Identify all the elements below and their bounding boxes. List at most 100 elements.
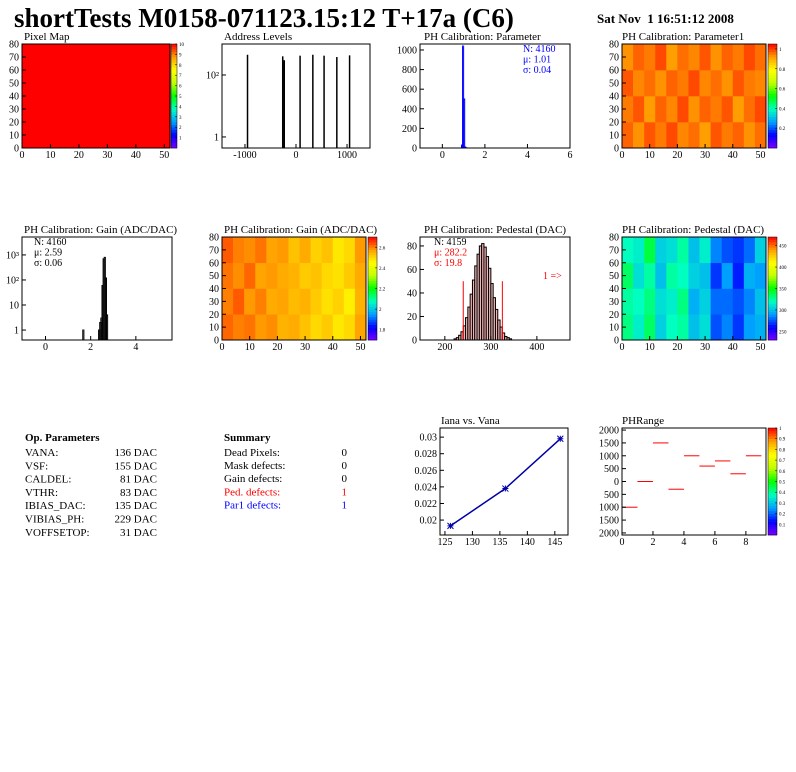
colorbar-strip — [768, 44, 777, 47]
heatmap-cell — [332, 237, 345, 264]
colorbar-label: 0.9 — [779, 438, 786, 443]
heatmap-cell — [332, 262, 345, 289]
colorbar-strip — [768, 444, 777, 448]
plot-area — [222, 237, 366, 340]
y-tick-label: 1000 — [599, 503, 619, 514]
heatmap-cell — [233, 314, 245, 340]
data-point — [556, 435, 564, 443]
heatmap-cell — [644, 314, 656, 340]
heatmap-cell — [655, 70, 667, 97]
y-tick-label: 50 — [209, 271, 219, 282]
colorbar-label: 0.2 — [779, 513, 786, 518]
colorbar-label: 300 — [779, 309, 787, 314]
y-tick-label: 20 — [407, 312, 417, 323]
y-tick-label: 10² — [206, 70, 219, 81]
heatmap-cell — [633, 70, 645, 97]
x-tick-label: 0 — [620, 537, 625, 548]
colorbar-strip — [171, 96, 177, 99]
page-title: shortTests M0158-071123.15:12 T+17a (C6) — [14, 3, 514, 33]
op-parameter-name: VTHR: — [25, 487, 58, 499]
heatmap-cell — [666, 70, 678, 97]
colorbar-label: 450 — [779, 245, 787, 250]
colorbar-strip — [171, 122, 177, 125]
x-tick-label: 1000 — [337, 150, 357, 161]
colorbar-strip — [368, 314, 377, 318]
chart-panel: PH Calibration: Pedestal (DAC)0 10 20 30 40 5… — [609, 224, 787, 353]
x-tick-label: 50 — [755, 342, 765, 353]
colorbar-strip — [768, 473, 777, 477]
colorbar-strip — [768, 106, 777, 110]
colorbar-strip — [768, 327, 777, 330]
x-tick-label: 30 — [300, 342, 310, 353]
colorbar-label: 9 — [179, 53, 182, 58]
colorbar-strip — [768, 460, 777, 464]
heatmap-cell — [710, 314, 722, 340]
heatmap-cell — [343, 314, 356, 340]
heatmap-cell — [666, 96, 678, 123]
heatmap-cell — [688, 262, 700, 289]
y-tick-label: 10³ — [6, 250, 19, 261]
colorbar-strip — [368, 270, 377, 274]
heatmap-cell — [655, 237, 667, 264]
x-tick-label: 200 — [437, 342, 452, 353]
colorbar-strip — [768, 301, 777, 305]
heatmap-cell — [732, 288, 745, 315]
heatmap-cell — [244, 314, 256, 340]
colorbar-strip — [368, 239, 377, 243]
heatmap-cell — [354, 288, 366, 315]
heatmap-cell — [277, 237, 289, 264]
colorbar-strip — [768, 124, 777, 128]
y-tick-label: 0 — [412, 144, 417, 155]
colorbar-strip — [768, 273, 777, 276]
heatmap-cell — [644, 44, 656, 71]
colorbar-label: 0.5 — [779, 481, 786, 486]
stats-text: μ: 2.59 — [34, 248, 62, 259]
colorbar-strip — [768, 293, 777, 297]
colorbar-strip — [768, 122, 777, 125]
heatmap-cell — [255, 314, 267, 340]
colorbar-strip — [171, 119, 177, 123]
colorbar-strip — [768, 494, 777, 498]
colorbar-strip — [768, 62, 777, 66]
colorbar-strip — [368, 311, 377, 315]
histogram-bar — [105, 314, 109, 340]
colorbar-strip — [171, 77, 177, 81]
op-parameter-name: VSF: — [25, 460, 48, 472]
colorbar-strip — [768, 67, 777, 71]
heatmap-cell — [721, 70, 734, 97]
stats-text: N: 4160 — [34, 237, 67, 248]
heatmap-cell — [743, 44, 756, 71]
stats-text: N: 4159 — [434, 237, 467, 248]
y-tick-label: 1500 — [599, 438, 619, 449]
y-tick-label: 30 — [609, 297, 619, 308]
colorbar-strip — [768, 497, 777, 501]
x-tick-label: 0 — [20, 150, 25, 161]
colorbar-label: 400 — [779, 266, 787, 271]
colorbar-label: 0.8 — [779, 448, 786, 453]
colorbar-label: 250 — [779, 330, 787, 335]
x-tick-label: 140 — [520, 537, 535, 548]
y-tick-label: 0 — [614, 336, 619, 347]
colorbar-strip — [368, 324, 377, 328]
colorbar-strip — [171, 64, 177, 68]
heatmap-cell — [343, 237, 356, 264]
heatmap-cell — [644, 237, 656, 264]
colorbar-strip — [171, 145, 177, 149]
heatmap-cell — [677, 70, 689, 97]
colorbar-strip — [768, 57, 777, 60]
heatmap-cell — [743, 70, 756, 97]
colorbar-strip — [768, 478, 777, 482]
heatmap-cell — [222, 237, 234, 264]
heatmap-cell — [299, 237, 311, 264]
y-tick-label: 20 — [609, 118, 619, 129]
colorbar-label: 350 — [779, 288, 787, 293]
heatmap-cell — [732, 122, 745, 148]
x-tick-label: 30 — [700, 150, 710, 161]
heatmap-cell — [321, 237, 334, 264]
heatmap-cell — [277, 288, 289, 315]
histogram-bar — [82, 329, 85, 340]
stats-text: σ: 19.8 — [434, 258, 462, 269]
colorbar-strip — [768, 526, 777, 530]
colorbar-strip — [368, 327, 377, 330]
colorbar-strip — [768, 278, 777, 282]
